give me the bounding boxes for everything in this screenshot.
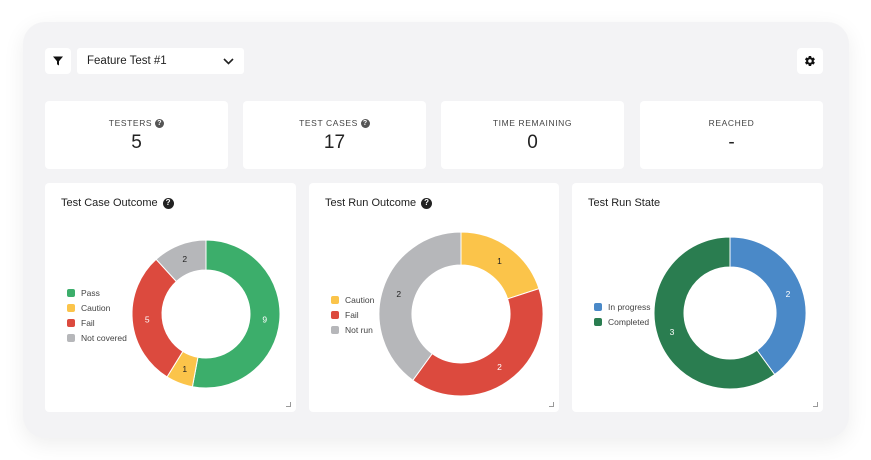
stat-value: 0: [527, 132, 538, 153]
stat-value: -: [728, 132, 735, 153]
legend-item-completed[interactable]: Completed: [594, 314, 651, 329]
resize-handle[interactable]: [813, 402, 818, 407]
donut-slice-fail[interactable]: [412, 288, 544, 397]
legend-item-in-progress[interactable]: In progress: [594, 299, 651, 314]
chart-legend: In progress Completed: [594, 299, 651, 329]
card-test-run-outcome: Test Run Outcome? Caution Fail Not run 1 2 2: [309, 183, 559, 412]
stat-card-reached: REACHED -: [640, 101, 823, 169]
slice-value-label: 2: [396, 289, 401, 299]
legend-swatch: [67, 303, 75, 312]
test-select-dropdown[interactable]: Feature Test #1: [77, 48, 244, 74]
legend-swatch: [67, 288, 75, 297]
resize-handle[interactable]: [549, 402, 554, 407]
slice-value-label: 2: [497, 362, 502, 372]
legend-item-not-covered[interactable]: Not covered: [67, 330, 127, 345]
donut-chart: 9 1 5 2: [131, 239, 281, 389]
filter-icon: [53, 56, 63, 66]
donut-slice-fail[interactable]: [131, 258, 184, 378]
legend-label: Caution: [81, 302, 111, 313]
legend-swatch: [67, 333, 75, 342]
selected-test-label: Feature Test #1: [87, 55, 167, 67]
legend-label: Pass: [81, 287, 100, 298]
legend-label: Caution: [345, 294, 375, 305]
filter-button[interactable]: [45, 48, 71, 74]
legend-label: Completed: [608, 316, 650, 327]
legend-swatch: [67, 318, 75, 327]
legend-label: In progress: [608, 301, 651, 312]
donut-slice-not-run[interactable]: [378, 231, 462, 382]
help-icon[interactable]: ?: [155, 118, 165, 128]
legend-swatch: [594, 317, 602, 326]
chart-legend: Caution Fail Not run: [331, 292, 374, 337]
legend-swatch: [331, 325, 339, 334]
card-test-case-outcome: Test Case Outcome? Pass Caution Fail Not co…: [45, 183, 296, 412]
gear-icon: [805, 55, 815, 67]
slice-value-label: 2: [786, 289, 791, 299]
legend-swatch: [331, 295, 339, 304]
donut-slice-in-progress[interactable]: [729, 236, 807, 376]
legend-item-not-run[interactable]: Not run: [331, 322, 374, 337]
resize-handle[interactable]: [286, 402, 291, 407]
chevron-down-icon: [223, 57, 234, 65]
legend-item-fail[interactable]: Fail: [331, 307, 374, 322]
donut-slice-not-covered[interactable]: [155, 239, 207, 283]
card-title: Test Run State: [588, 197, 661, 209]
legend-label: Not covered: [81, 332, 127, 343]
legend-label: Fail: [345, 309, 359, 320]
legend-swatch: [594, 302, 602, 311]
legend-item-fail[interactable]: Fail: [67, 315, 127, 330]
stat-card-time-remaining: TIME REMAINING 0: [441, 101, 624, 169]
help-icon[interactable]: ?: [360, 118, 370, 128]
donut-chart: 23: [653, 236, 807, 390]
stat-card-testers: TESTERS? 5: [45, 101, 228, 169]
slice-value-label: 9: [262, 314, 267, 324]
stat-label: TIME REMAINING: [492, 118, 573, 128]
legend-label: Not run: [345, 324, 373, 335]
slice-value-label: 3: [670, 327, 675, 337]
slice-value-label: 1: [497, 256, 502, 266]
stat-label: TESTERS: [108, 118, 153, 128]
stat-value: 5: [131, 132, 142, 153]
legend-item-pass[interactable]: Pass: [67, 285, 127, 300]
slice-value-label: 5: [145, 314, 150, 324]
help-icon[interactable]: ?: [421, 197, 433, 209]
legend-item-caution[interactable]: Caution: [67, 300, 127, 315]
stat-label: TEST CASES: [299, 118, 358, 128]
donut-slice-pass[interactable]: [191, 239, 281, 389]
donut-slice-completed[interactable]: [653, 236, 776, 390]
card-title: Test Case Outcome: [61, 197, 158, 209]
card-title: Test Run Outcome: [325, 197, 417, 209]
slice-value-label: 2: [182, 254, 187, 264]
legend-swatch: [331, 310, 339, 319]
legend-item-caution[interactable]: Caution: [331, 292, 374, 307]
stat-label: REACHED: [708, 118, 755, 128]
slice-value-label: 1: [182, 364, 187, 374]
legend-label: Fail: [81, 317, 95, 328]
stat-card-test-cases: TEST CASES? 17: [243, 101, 426, 169]
help-icon[interactable]: ?: [162, 197, 174, 209]
donut-chart: 1 2 2: [378, 231, 544, 397]
chart-legend: Pass Caution Fail Not covered: [67, 285, 127, 345]
stat-value: 17: [323, 132, 346, 153]
settings-button[interactable]: [797, 48, 823, 74]
